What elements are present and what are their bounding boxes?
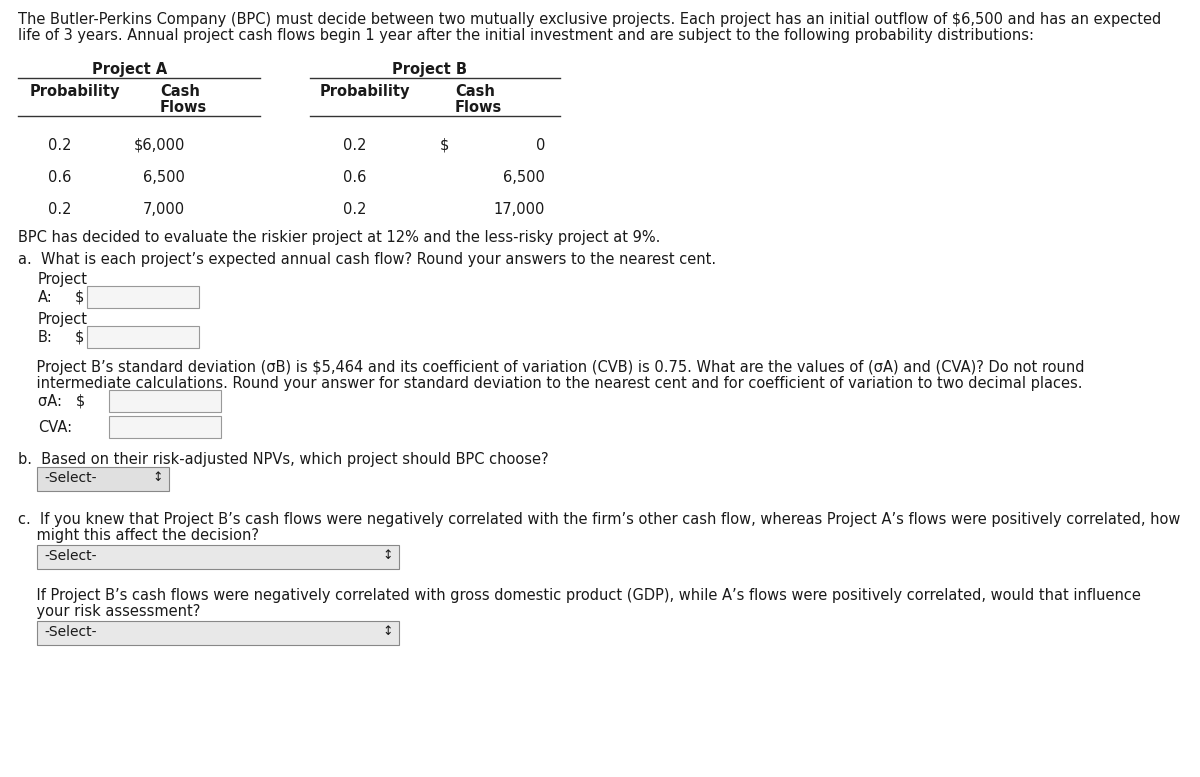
Text: Cash: Cash — [160, 84, 200, 99]
Text: your risk assessment?: your risk assessment? — [18, 604, 200, 619]
Text: σA:   $: σA: $ — [38, 394, 85, 409]
Text: BPC has decided to evaluate the riskier project at 12% and the less-risky projec: BPC has decided to evaluate the riskier … — [18, 230, 660, 245]
Text: Flows: Flows — [160, 100, 208, 115]
Text: $: $ — [440, 138, 449, 153]
FancyBboxPatch shape — [37, 467, 169, 491]
Text: Probability: Probability — [30, 84, 120, 99]
Text: The Butler-Perkins Company (BPC) must decide between two mutually exclusive proj: The Butler-Perkins Company (BPC) must de… — [18, 12, 1162, 27]
Text: 6,500: 6,500 — [143, 170, 185, 185]
Text: Cash: Cash — [455, 84, 494, 99]
Text: Project: Project — [38, 272, 88, 287]
Text: 17,000: 17,000 — [493, 202, 545, 217]
Text: intermediate calculations. Round your answer for standard deviation to the neare: intermediate calculations. Round your an… — [18, 376, 1082, 391]
Text: Project: Project — [38, 312, 88, 327]
Text: 0.2: 0.2 — [48, 138, 72, 153]
Text: life of 3 years. Annual project cash flows begin 1 year after the initial invest: life of 3 years. Annual project cash flo… — [18, 28, 1034, 43]
Text: 0: 0 — [535, 138, 545, 153]
FancyBboxPatch shape — [109, 390, 221, 412]
Text: 0.6: 0.6 — [48, 170, 72, 185]
FancyBboxPatch shape — [109, 416, 221, 438]
Text: A:: A: — [38, 290, 53, 305]
Text: Flows: Flows — [455, 100, 503, 115]
Text: ↕: ↕ — [382, 549, 392, 562]
Text: B:: B: — [38, 330, 53, 345]
FancyBboxPatch shape — [37, 621, 398, 645]
Text: If Project B’s cash flows were negatively correlated with gross domestic product: If Project B’s cash flows were negativel… — [18, 588, 1141, 603]
Text: -Select-: -Select- — [44, 625, 96, 639]
Text: 0.6: 0.6 — [343, 170, 367, 185]
FancyBboxPatch shape — [37, 545, 398, 569]
Text: -Select-: -Select- — [44, 549, 96, 563]
Text: $: $ — [74, 330, 84, 345]
Text: c.  If you knew that Project B’s cash flows were negatively correlated with the : c. If you knew that Project B’s cash flo… — [18, 512, 1181, 527]
Text: a.  What is each project’s expected annual cash flow? Round your answers to the : a. What is each project’s expected annua… — [18, 252, 716, 267]
Text: 0.2: 0.2 — [343, 202, 367, 217]
FancyBboxPatch shape — [88, 286, 199, 308]
Text: might this affect the decision?: might this affect the decision? — [18, 528, 259, 543]
Text: 0.2: 0.2 — [48, 202, 72, 217]
Text: Probability: Probability — [320, 84, 410, 99]
Text: Project B’s standard deviation (σB) is $5,464 and its coefficient of variation (: Project B’s standard deviation (σB) is $… — [18, 360, 1085, 375]
Text: Project B: Project B — [392, 62, 468, 77]
Text: 0.2: 0.2 — [343, 138, 367, 153]
Text: ↕: ↕ — [152, 471, 162, 484]
Text: b.  Based on their risk-adjusted NPVs, which project should BPC choose?: b. Based on their risk-adjusted NPVs, wh… — [18, 452, 548, 467]
Text: CVA:: CVA: — [38, 420, 72, 435]
Text: $: $ — [74, 290, 84, 305]
Text: $6,000: $6,000 — [133, 138, 185, 153]
Text: Project A: Project A — [92, 62, 168, 77]
Text: 7,000: 7,000 — [143, 202, 185, 217]
Text: -Select-: -Select- — [44, 471, 96, 485]
Text: 6,500: 6,500 — [503, 170, 545, 185]
FancyBboxPatch shape — [88, 326, 199, 348]
Text: ↕: ↕ — [382, 625, 392, 638]
